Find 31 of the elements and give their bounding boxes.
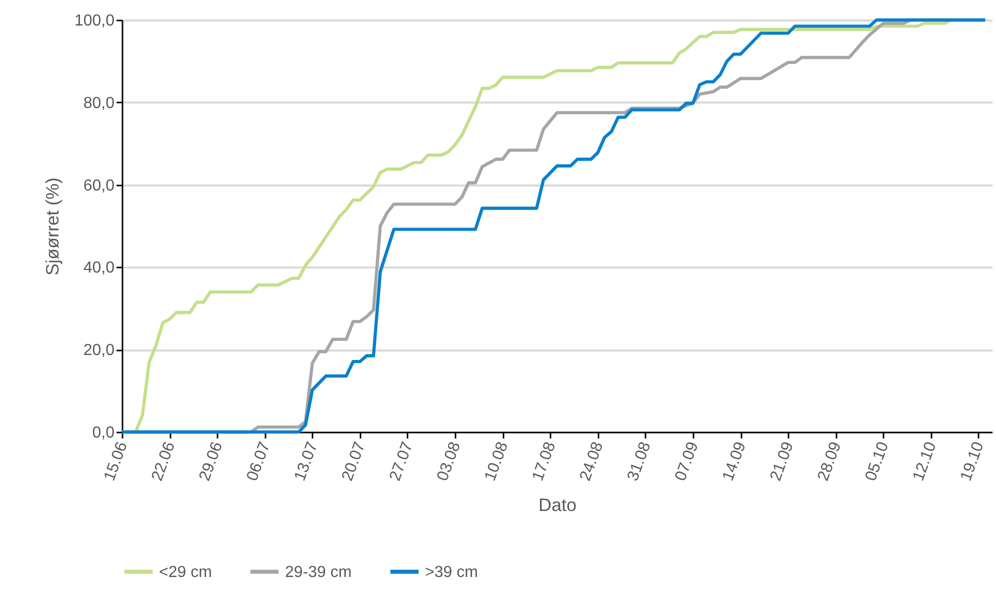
y-tick-label: 60,0 xyxy=(83,177,115,194)
y-tick-label: 20,0 xyxy=(83,342,115,360)
legend-label: >39 cm xyxy=(425,564,478,581)
y-tick-label: 40,0 xyxy=(83,260,115,277)
y-axis-title: Sjøørret (%) xyxy=(42,178,62,276)
y-tick-label: 80,0 xyxy=(83,94,115,112)
x-tick-label: 21.09 xyxy=(767,440,798,484)
x-tick-label: 13.07 xyxy=(292,440,322,484)
x-tick-label: 10.08 xyxy=(482,440,512,484)
x-tick-label: 22.06 xyxy=(148,440,179,484)
x-tick-label: 17.08 xyxy=(529,440,560,484)
x-tick-label: 06.07 xyxy=(244,440,274,484)
x-tick-label: 14.09 xyxy=(720,440,750,484)
x-tick-label: 19.10 xyxy=(958,440,988,484)
x-tick-label: 28.09 xyxy=(814,440,845,484)
x-tick-label: 15.06 xyxy=(101,440,131,484)
legend-label: 29-39 cm xyxy=(285,564,352,581)
x-tick-label: 05.10 xyxy=(862,440,892,484)
x-tick-label: 12.10 xyxy=(910,440,940,484)
y-tick-label: 0,0 xyxy=(92,424,115,442)
legend-label: <29 cm xyxy=(159,564,212,581)
line-series xyxy=(120,18,987,434)
x-tick-label: 27.07 xyxy=(386,440,416,484)
y-tick-label: 100,0 xyxy=(74,12,115,30)
x-tick-label: 07.09 xyxy=(672,440,702,484)
x-tick-label: 29.06 xyxy=(196,440,226,484)
x-tick-label: 20.07 xyxy=(339,440,369,484)
x-tick-label: 03.08 xyxy=(434,440,464,484)
x-axis-title: Dato xyxy=(538,494,577,515)
x-tick-label: 31.08 xyxy=(624,440,654,484)
x-tick-label: 24.08 xyxy=(577,440,607,484)
